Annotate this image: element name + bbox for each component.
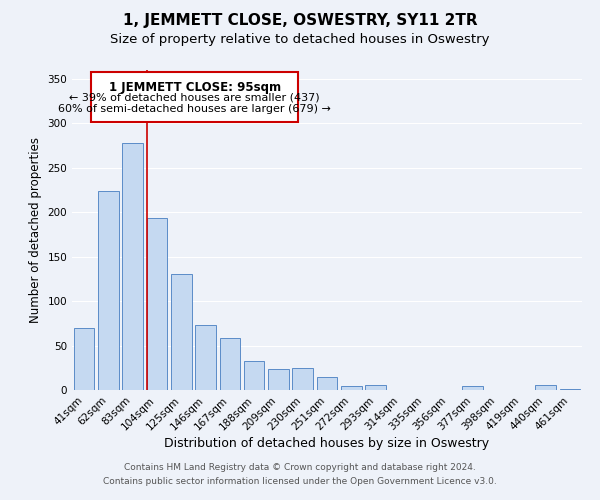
Bar bbox=[463, 386, 483, 390]
Text: Contains public sector information licensed under the Open Government Licence v3: Contains public sector information licen… bbox=[103, 477, 497, 486]
Bar bbox=[535, 384, 556, 390]
Text: Size of property relative to detached houses in Oswestry: Size of property relative to detached ho… bbox=[110, 32, 490, 46]
Bar bbox=[122, 143, 143, 390]
Bar bbox=[74, 328, 94, 390]
Bar bbox=[244, 360, 265, 390]
Bar bbox=[292, 368, 313, 390]
Bar bbox=[220, 338, 240, 390]
Bar bbox=[268, 368, 289, 390]
Bar bbox=[341, 386, 362, 390]
Text: 1, JEMMETT CLOSE, OSWESTRY, SY11 2TR: 1, JEMMETT CLOSE, OSWESTRY, SY11 2TR bbox=[122, 12, 478, 28]
Y-axis label: Number of detached properties: Number of detached properties bbox=[29, 137, 42, 323]
Text: ← 39% of detached houses are smaller (437): ← 39% of detached houses are smaller (43… bbox=[70, 92, 320, 102]
FancyBboxPatch shape bbox=[91, 72, 298, 122]
Text: 60% of semi-detached houses are larger (679) →: 60% of semi-detached houses are larger (… bbox=[58, 104, 331, 114]
Bar bbox=[98, 191, 119, 390]
Bar bbox=[317, 376, 337, 390]
Bar bbox=[146, 218, 167, 390]
Text: 1 JEMMETT CLOSE: 95sqm: 1 JEMMETT CLOSE: 95sqm bbox=[109, 80, 281, 94]
Bar bbox=[171, 274, 191, 390]
Bar bbox=[365, 384, 386, 390]
Text: Contains HM Land Registry data © Crown copyright and database right 2024.: Contains HM Land Registry data © Crown c… bbox=[124, 464, 476, 472]
Bar bbox=[195, 325, 216, 390]
Bar bbox=[560, 389, 580, 390]
X-axis label: Distribution of detached houses by size in Oswestry: Distribution of detached houses by size … bbox=[164, 438, 490, 450]
